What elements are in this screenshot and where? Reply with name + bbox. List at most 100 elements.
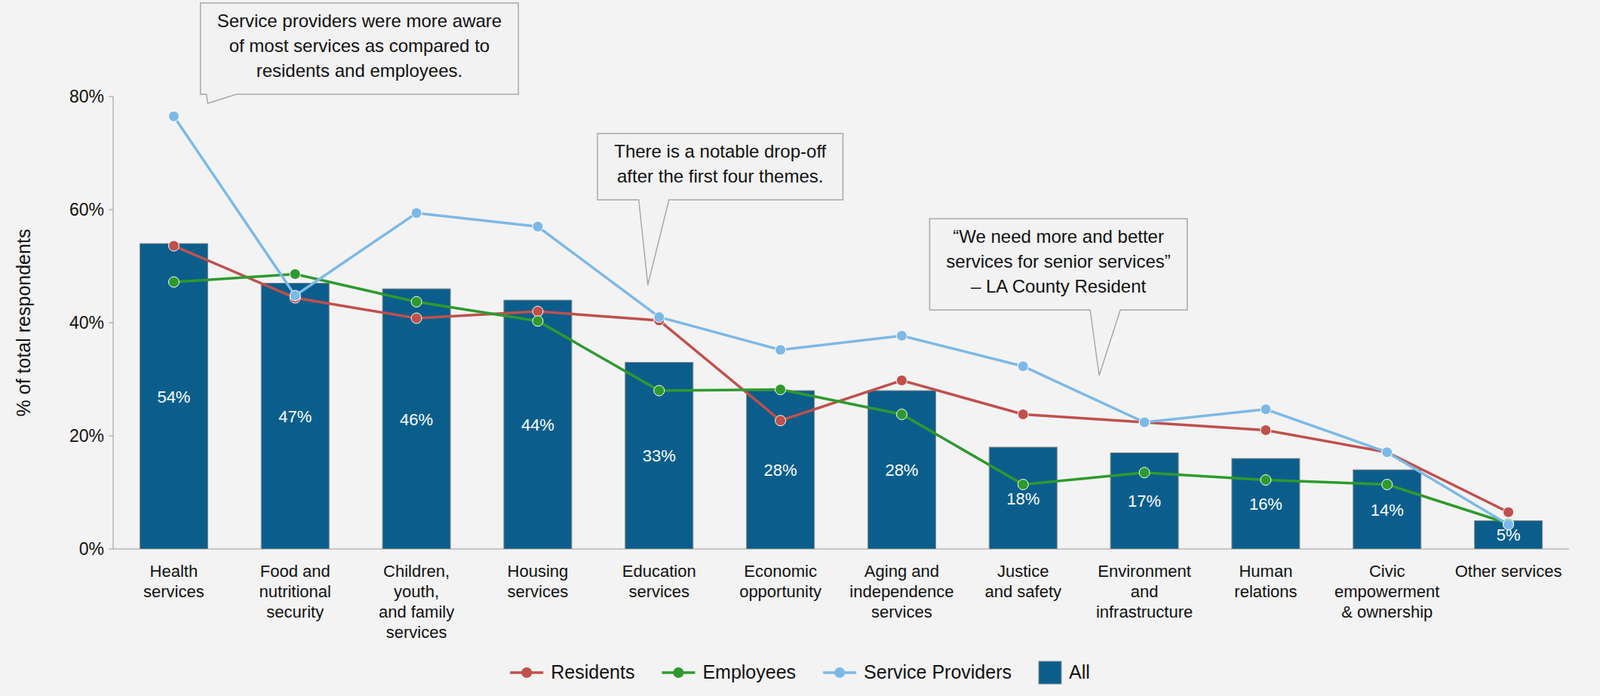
x-tick-label: Aging andindependenceservices bbox=[849, 561, 954, 622]
annotation: “We need more and betterservices for sen… bbox=[945, 226, 1171, 297]
line-marker bbox=[1139, 417, 1150, 428]
line-marker bbox=[1017, 479, 1029, 491]
line bbox=[173, 274, 1508, 525]
annotation-line: services for senior services” bbox=[945, 251, 1171, 272]
bar bbox=[1231, 458, 1300, 550]
annotation-line: – LA County Resident bbox=[970, 276, 1146, 297]
x-tick-label: Housingservices bbox=[507, 561, 569, 602]
chart: 0%20%40%60%80%% of total respondentsHeal… bbox=[0, 0, 1600, 696]
x-tick-label-line: services bbox=[386, 623, 448, 642]
line-marker bbox=[411, 313, 422, 324]
x-tick-label-line: infrastructure bbox=[1096, 602, 1193, 622]
line-marker bbox=[289, 290, 301, 301]
legend-item: All bbox=[1038, 661, 1091, 685]
x-tick-label-line: services bbox=[143, 582, 205, 602]
x-tick-label-line: Civic bbox=[1369, 561, 1406, 581]
annotation-line: residents and employees. bbox=[256, 60, 464, 81]
bar bbox=[746, 390, 815, 550]
line-marker bbox=[532, 316, 544, 327]
x-tick-label-line: youth, bbox=[393, 582, 440, 602]
annotation-line: There is a notable drop-off bbox=[614, 141, 827, 162]
line-marker bbox=[1260, 425, 1272, 437]
annotation: There is a notable drop-off after the fir… bbox=[614, 141, 827, 187]
legend-swatch bbox=[672, 667, 684, 679]
bar bbox=[867, 390, 936, 550]
line-marker bbox=[1381, 447, 1393, 458]
y-tick bbox=[108, 96, 114, 98]
line-marker bbox=[654, 312, 665, 323]
legend: Residents Employees Service Providers All bbox=[509, 661, 1091, 685]
callout-box bbox=[200, 3, 519, 104]
x-tick-label: Other services bbox=[1455, 561, 1563, 581]
data-label: 33% bbox=[642, 446, 676, 466]
legend-item: Employees bbox=[661, 661, 796, 683]
y-axis-title: % of total respondents bbox=[12, 229, 34, 418]
line-marker bbox=[775, 415, 787, 427]
line-marker bbox=[1260, 404, 1272, 415]
x-tick-label-line: empowerment bbox=[1334, 582, 1440, 602]
data-label: 28% bbox=[764, 460, 798, 480]
annotation-line: Service providers were more aware bbox=[217, 10, 502, 31]
x-tick-label: Food andnutritionalsecurity bbox=[259, 561, 332, 622]
x-tick-label: Healthservices bbox=[143, 561, 205, 602]
x-tick-label: Educationservices bbox=[622, 561, 697, 602]
data-labels: 54%47%46%44%33%28%28%18%17%16%14%5% bbox=[156, 387, 1521, 546]
line-marker bbox=[1381, 447, 1393, 458]
data-label: 44% bbox=[521, 415, 555, 435]
x-tick-label: Civicempowerment& ownership bbox=[1334, 561, 1440, 622]
y-tick-label: 20% bbox=[69, 426, 105, 446]
line-marker bbox=[532, 306, 544, 317]
data-label: 47% bbox=[278, 407, 312, 427]
data-label: 54% bbox=[156, 387, 191, 407]
legend-item: Residents bbox=[509, 661, 635, 683]
line-marker bbox=[1139, 417, 1150, 428]
line-marker bbox=[168, 276, 179, 288]
line-marker bbox=[896, 409, 907, 421]
line-marker bbox=[1017, 361, 1029, 372]
data-label: 17% bbox=[1127, 491, 1161, 511]
y-tick-label: 60% bbox=[69, 199, 105, 220]
y-tick bbox=[108, 209, 114, 211]
legend-swatch bbox=[521, 667, 532, 679]
data-marks bbox=[139, 110, 1542, 550]
x-tick-label-line: Education bbox=[622, 561, 697, 581]
annotation-line: after the first four themes. bbox=[617, 165, 824, 187]
x-tick-label-line: & ownership bbox=[1341, 602, 1433, 622]
x-tick-label-line: services bbox=[628, 582, 690, 602]
x-tick-label-line: Children, bbox=[383, 561, 450, 581]
x-tick-label-line: and family bbox=[378, 602, 455, 622]
bar bbox=[1353, 469, 1422, 550]
x-tick-label: Economicopportunity bbox=[739, 561, 822, 602]
line-marker bbox=[896, 330, 907, 341]
line-marker bbox=[411, 208, 422, 219]
callout-box bbox=[929, 218, 1187, 376]
x-tick-label-line: independence bbox=[849, 582, 954, 602]
line-marker bbox=[775, 344, 787, 356]
line-marker bbox=[1139, 467, 1150, 479]
x-tick-label-line: security bbox=[266, 602, 324, 622]
bar bbox=[1110, 453, 1179, 550]
bar bbox=[261, 283, 329, 550]
line-marker bbox=[775, 384, 787, 396]
x-tick-label-line: Food and bbox=[260, 561, 331, 581]
x-tick-label-line: Health bbox=[150, 561, 199, 581]
x-tick-label-line: Economic bbox=[743, 561, 817, 581]
x-tick-label-line: Housing bbox=[507, 561, 569, 581]
x-tick-label: Environmentandinfrastructure bbox=[1096, 561, 1193, 622]
bar bbox=[139, 243, 208, 550]
x-tick-label-line: Other services bbox=[1455, 561, 1563, 581]
x-tick-label-line: nutritional bbox=[259, 582, 332, 602]
callout-box bbox=[597, 133, 843, 286]
line-marker bbox=[168, 110, 179, 122]
y-tick bbox=[108, 436, 114, 437]
data-label: 5% bbox=[1496, 525, 1521, 545]
data-label: 18% bbox=[1006, 489, 1040, 509]
line-marker bbox=[1381, 479, 1393, 491]
line-marker bbox=[1503, 506, 1515, 518]
x-tick-label: Children,youth,and familyservices bbox=[378, 561, 455, 642]
x-tick-label: Humanrelations bbox=[1234, 561, 1297, 602]
legend-label: Service Providers bbox=[863, 661, 1012, 683]
line-marker bbox=[168, 240, 179, 252]
callout: Service providers were more awareof most… bbox=[200, 3, 519, 104]
x-tick-label-line: services bbox=[507, 582, 569, 602]
